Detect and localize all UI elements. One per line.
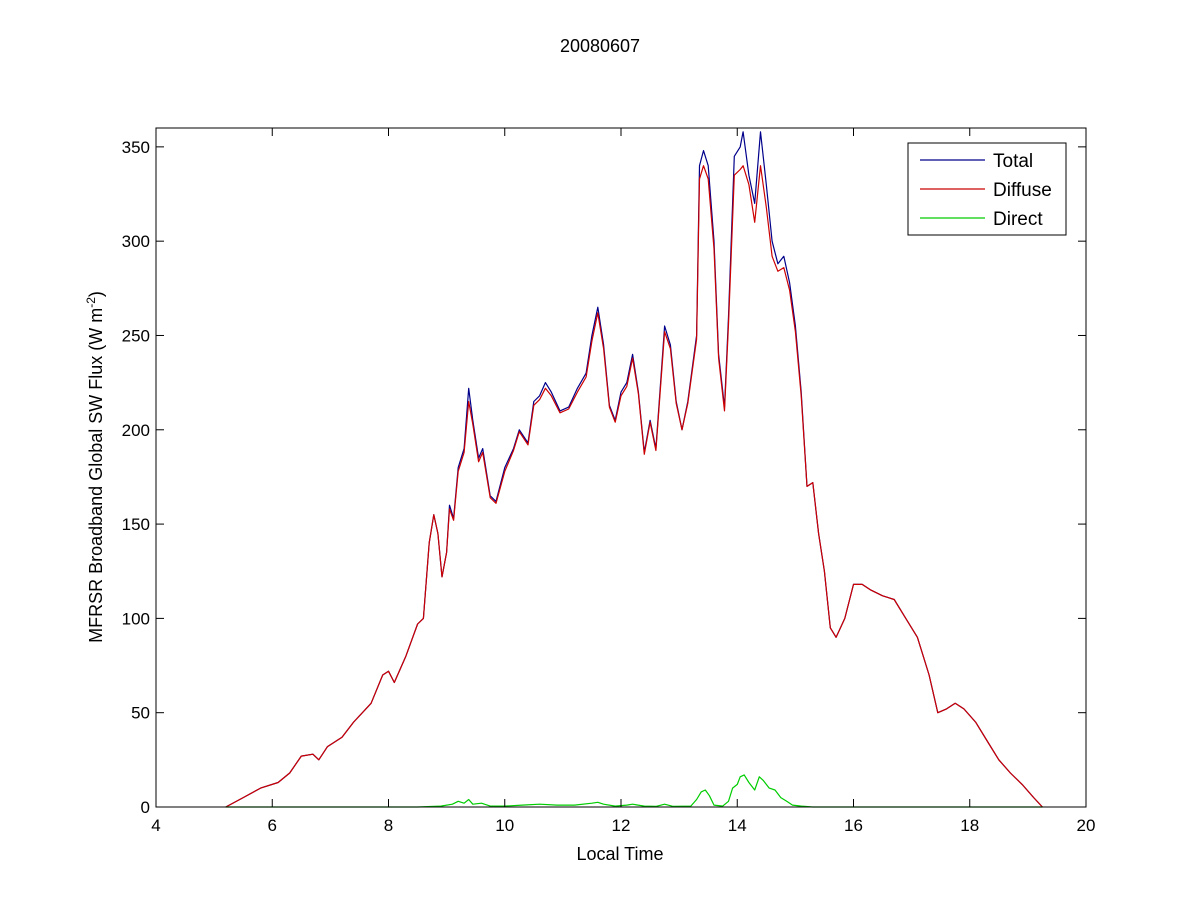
- x-tick-label: 12: [612, 816, 631, 835]
- series-layer: [225, 131, 1043, 808]
- y-axis-title-main: MFRSR Broadband Global SW Flux (W m: [86, 308, 106, 643]
- y-tick-label: 250: [122, 326, 150, 345]
- y-tick-label: 150: [122, 515, 150, 534]
- y-axis-title: MFRSR Broadband Global SW Flux (W m-2): [84, 291, 106, 643]
- chart-title: 20080607: [560, 36, 640, 56]
- x-axis-title: Local Time: [576, 844, 663, 864]
- y-tick-label: 50: [131, 704, 150, 723]
- y-tick-label: 100: [122, 609, 150, 628]
- y-axis-title-superscript: -2: [84, 297, 98, 308]
- y-tick-label: 300: [122, 232, 150, 251]
- y-tick-label: 200: [122, 421, 150, 440]
- plot-area: [156, 128, 1086, 807]
- y-tick-label: 0: [141, 798, 150, 817]
- series-line-direct: [225, 774, 1043, 808]
- x-tick-label: 8: [384, 816, 393, 835]
- x-tick-label: 4: [151, 816, 160, 835]
- x-tick-label: 6: [268, 816, 277, 835]
- x-tick-label: 14: [728, 816, 747, 835]
- y-axis-title-close: ): [86, 291, 106, 297]
- x-tick-label: 16: [844, 816, 863, 835]
- x-tick-label: 10: [495, 816, 514, 835]
- legend-label-diffuse: Diffuse: [993, 180, 1052, 201]
- x-tick-label: 18: [960, 816, 979, 835]
- legend-label-total: Total: [993, 151, 1033, 172]
- x-tick-label: 20: [1077, 816, 1096, 835]
- legend-label-direct: Direct: [993, 209, 1043, 230]
- series-line-diffuse: [225, 165, 1043, 808]
- legend: Total Diffuse Direct: [907, 142, 1067, 236]
- y-tick-label: 350: [122, 138, 150, 157]
